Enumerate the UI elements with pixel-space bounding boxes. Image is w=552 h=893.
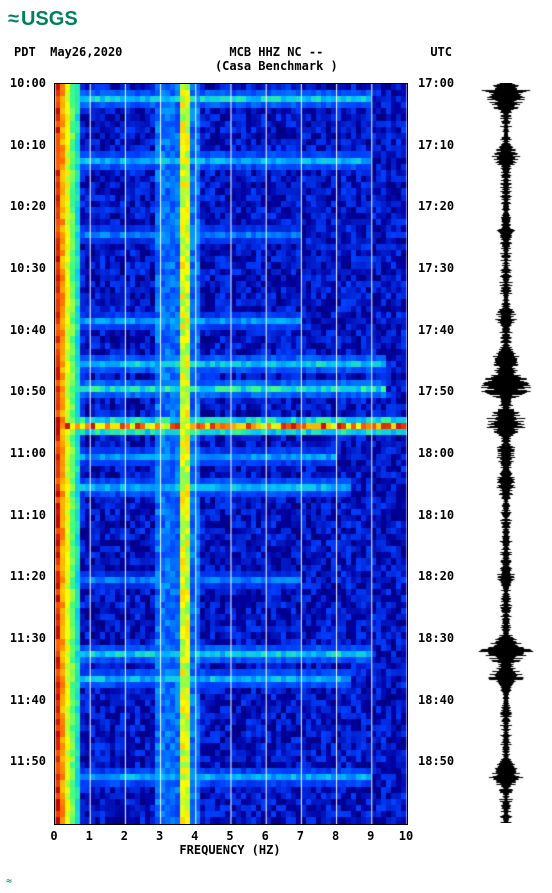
x-tick: 4 <box>191 829 198 843</box>
utc-tick: 17:50 <box>418 384 454 398</box>
usgs-logo: ≈USGS <box>0 0 552 31</box>
pdt-tick: 11:50 <box>10 754 46 768</box>
utc-tick: 17:40 <box>418 323 454 337</box>
utc-tick: 18:20 <box>418 569 454 583</box>
x-axis-label: FREQUENCY (HZ) <box>54 843 406 857</box>
header-left: PDT May26,2020 <box>14 45 122 73</box>
x-tick: 8 <box>332 829 339 843</box>
footer-mark: ≈ <box>6 876 12 887</box>
usgs-wave-icon: ≈ <box>8 8 19 31</box>
tz-right: UTC <box>430 45 452 73</box>
utc-tick: 17:10 <box>418 138 454 152</box>
pdt-tick: 10:10 <box>10 138 46 152</box>
utc-tick: 18:00 <box>418 446 454 460</box>
pdt-tick: 11:20 <box>10 569 46 583</box>
utc-tick: 18:10 <box>418 508 454 522</box>
x-tick: 3 <box>156 829 163 843</box>
chart-header: PDT May26,2020 MCB HHZ NC -- (Casa Bench… <box>0 31 552 73</box>
pdt-tick: 10:00 <box>10 76 46 90</box>
x-tick: 7 <box>297 829 304 843</box>
usgs-logo-text: USGS <box>21 8 78 31</box>
x-tick: 1 <box>86 829 93 843</box>
pdt-tick: 11:00 <box>10 446 46 460</box>
utc-tick: 17:20 <box>418 199 454 213</box>
x-tick: 6 <box>262 829 269 843</box>
site-name: (Casa Benchmark ) <box>122 59 430 73</box>
tz-left: PDT <box>14 45 36 59</box>
header-center: MCB HHZ NC -- (Casa Benchmark ) <box>122 45 430 73</box>
spectrogram-canvas <box>54 83 408 825</box>
utc-tick: 18:30 <box>418 631 454 645</box>
utc-tick: 18:40 <box>418 693 454 707</box>
utc-tick: 18:50 <box>418 754 454 768</box>
x-tick: 5 <box>226 829 233 843</box>
pdt-tick: 10:20 <box>10 199 46 213</box>
utc-tick: 17:00 <box>418 76 454 90</box>
pdt-tick: 10:30 <box>10 261 46 275</box>
header-date: May26,2020 <box>50 45 122 59</box>
x-tick: 9 <box>367 829 374 843</box>
utc-tick: 17:30 <box>418 261 454 275</box>
x-tick: 10 <box>399 829 413 843</box>
x-tick: 0 <box>50 829 57 843</box>
pdt-tick: 11:40 <box>10 693 46 707</box>
pdt-tick: 11:10 <box>10 508 46 522</box>
station-code: MCB HHZ NC -- <box>122 45 430 59</box>
waveform-canvas <box>466 83 546 823</box>
x-tick: 2 <box>121 829 128 843</box>
pdt-tick: 10:40 <box>10 323 46 337</box>
pdt-tick: 11:30 <box>10 631 46 645</box>
pdt-tick: 10:50 <box>10 384 46 398</box>
